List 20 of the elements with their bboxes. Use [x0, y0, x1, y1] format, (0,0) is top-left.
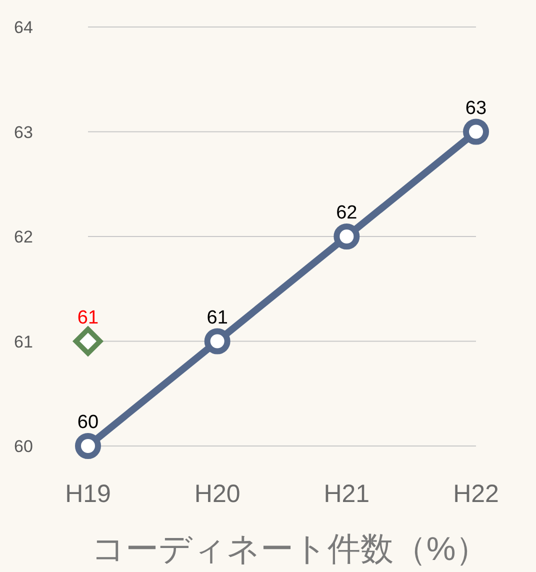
x-tick-label: H20 [194, 480, 240, 508]
point [463, 118, 489, 145]
y-tick-label: 61 [14, 332, 33, 352]
y-tick-label: 64 [14, 18, 33, 37]
data-label: 62 [336, 202, 358, 224]
data-label: 61 [77, 307, 99, 328]
data-label: 63 [465, 98, 487, 119]
point [334, 224, 360, 250]
y-tick-label: 60 [14, 437, 33, 456]
point [204, 328, 230, 354]
x-tick-label: H19 [65, 480, 111, 508]
data-label: 61 [206, 307, 228, 328]
y-tick-label: 62 [14, 228, 33, 246]
x-axis-title: コーディネート件数（%） [91, 530, 489, 567]
x-tick-label: H21 [324, 480, 370, 508]
x-tick-label: H22 [453, 480, 499, 508]
data-label: 60 [77, 412, 99, 433]
y-tick-label: 63 [14, 122, 33, 142]
point [74, 326, 102, 356]
point [75, 433, 101, 459]
